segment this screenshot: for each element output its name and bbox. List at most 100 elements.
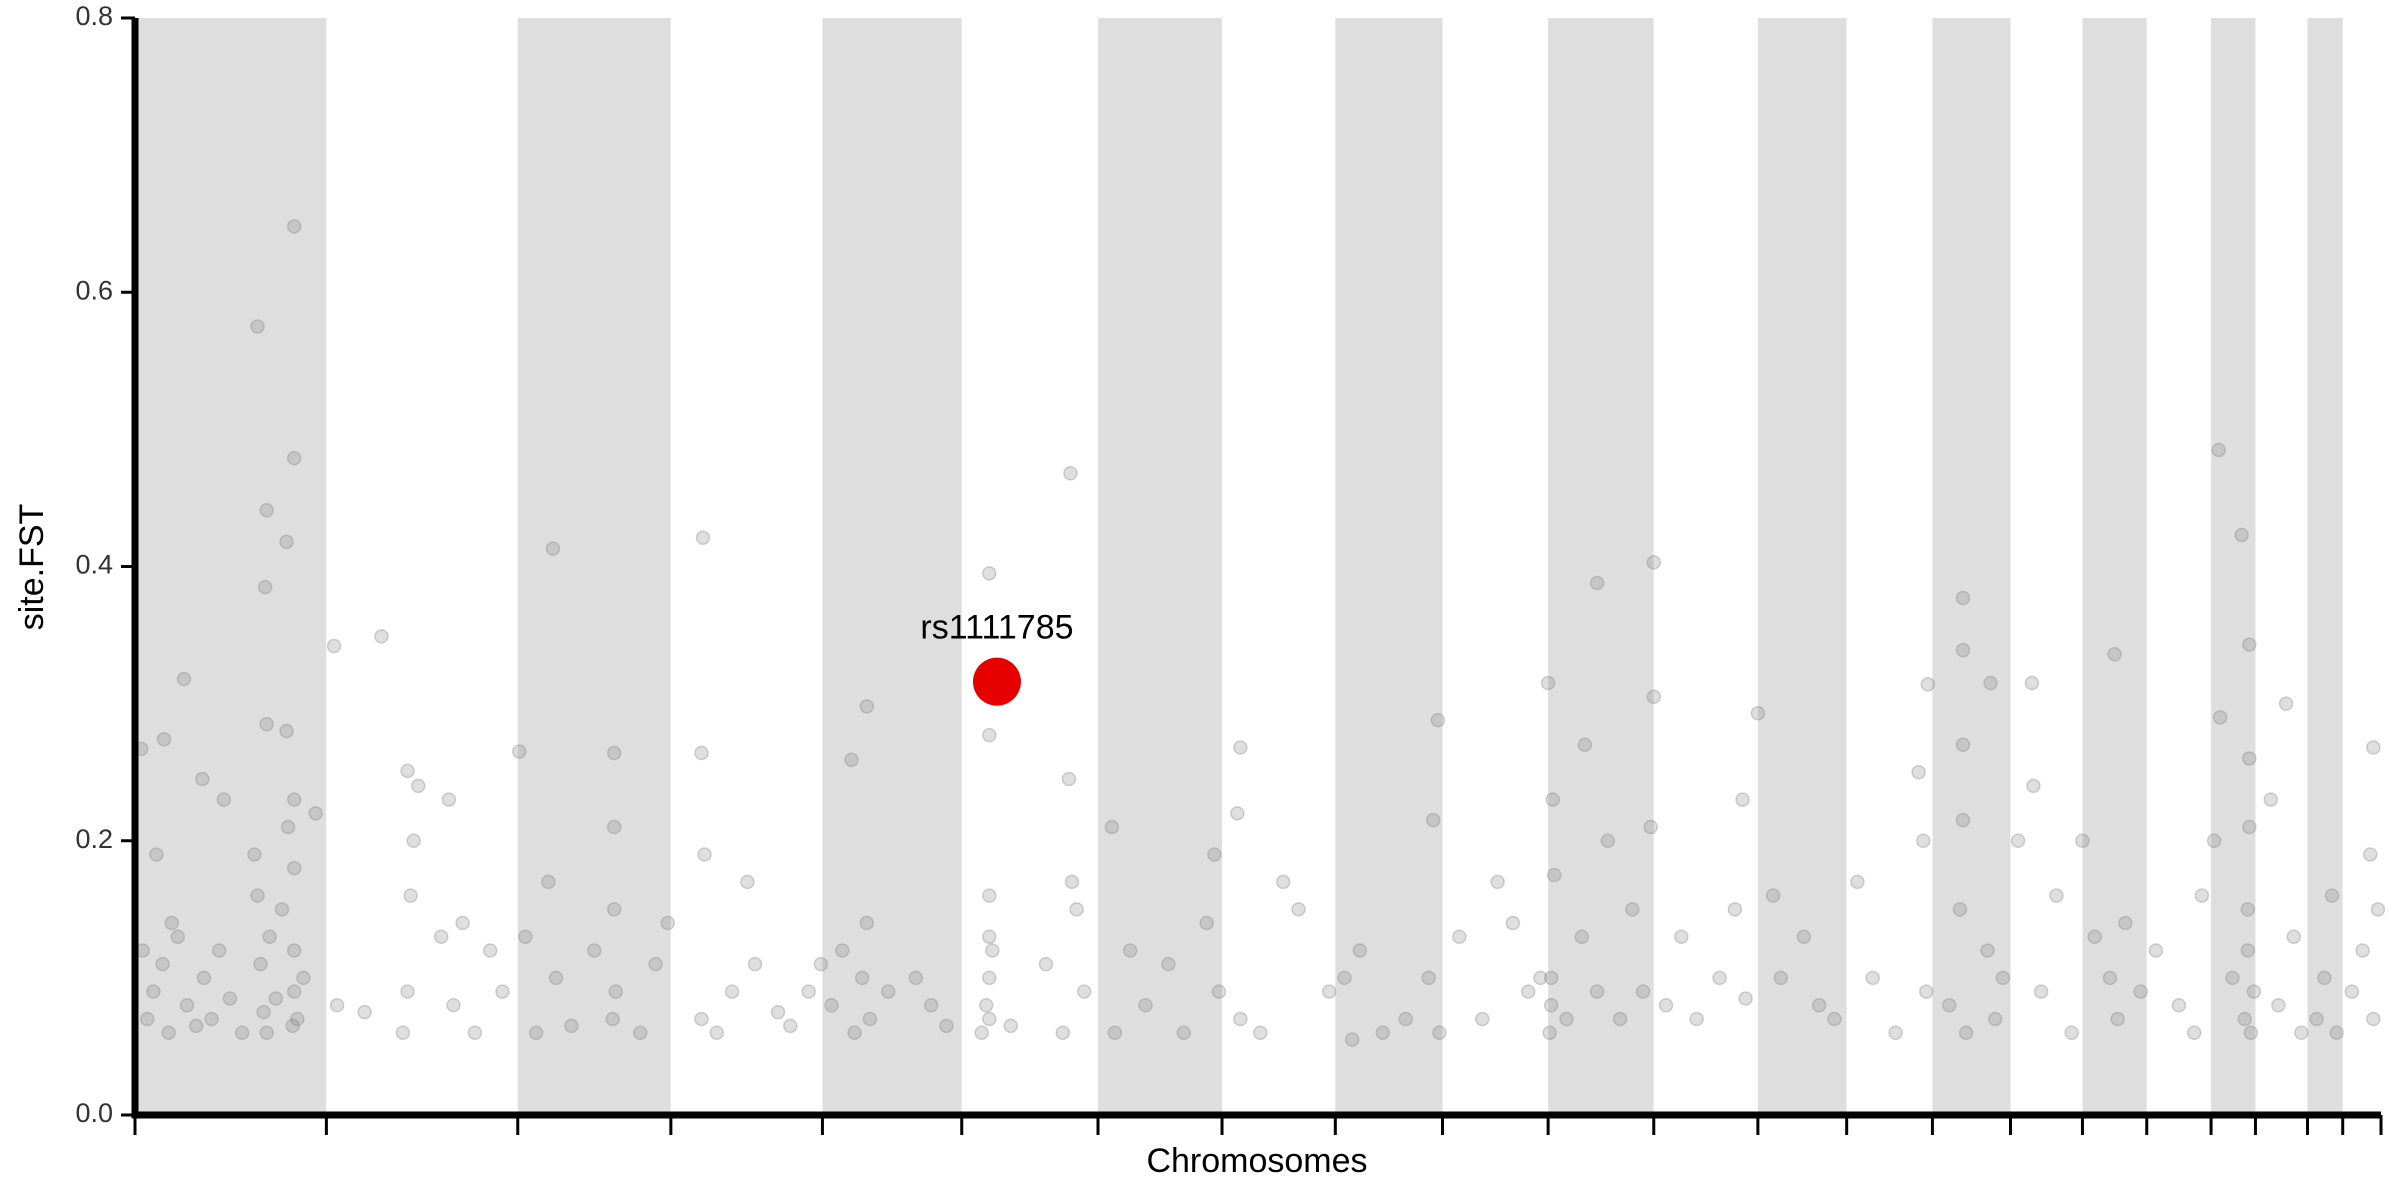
point [2370,902,2386,917]
point [1475,1011,1490,1027]
point [2329,1025,2344,1040]
chromosome-band [1757,18,1847,1115]
point [1063,466,1078,481]
point [308,806,323,821]
point [982,566,997,581]
point [1574,929,1590,944]
point [982,1011,997,1027]
point [605,1011,620,1027]
point [1061,771,1077,787]
point [1952,902,1968,917]
point [256,1004,271,1020]
point [1543,998,1559,1013]
point [881,984,896,999]
chromosome-band [822,18,962,1115]
point [2286,929,2301,944]
point [262,929,277,944]
point [1398,1011,1413,1027]
point [1375,1025,1391,1040]
point [2107,647,2122,662]
point [1735,792,1750,807]
y-tick-label: 0.2 [75,824,113,854]
point [222,991,238,1006]
point [329,998,345,1013]
point [1321,984,1337,999]
point [2363,847,2378,862]
point [1850,874,1865,890]
point [357,1004,372,1020]
point [1738,991,1753,1006]
point [286,984,302,999]
point [285,1018,300,1034]
point [1995,970,2011,986]
point [548,970,564,986]
point [455,915,470,931]
point [982,888,997,903]
point [1069,902,1084,917]
point [974,1025,989,1040]
point [2242,637,2257,652]
point [1727,902,1743,917]
point [978,998,994,1013]
point [1540,675,1556,691]
point [1796,929,1812,944]
point [528,1025,544,1040]
point [1138,998,1153,1013]
point [1919,984,1934,999]
point [1199,915,1214,931]
point [1547,867,1562,883]
point [1344,1032,1360,1047]
point [1559,1011,1574,1027]
point [982,970,997,986]
point [1625,902,1640,917]
point [709,1025,725,1040]
point [1646,555,1662,570]
point [1955,590,1971,606]
point [1712,970,1727,986]
point [1055,1025,1071,1040]
point [1920,677,1936,692]
chromosome-band [1442,18,1549,1115]
point [939,1018,954,1034]
point [1612,1011,1628,1027]
point [250,888,265,903]
point [694,745,709,761]
point [1432,1025,1447,1040]
chromosome-band [2010,18,2083,1115]
point [2118,915,2133,931]
point [286,450,302,466]
point [695,530,711,545]
point [247,847,262,862]
point [176,671,192,687]
chromosome-band [2146,18,2212,1115]
point [1543,970,1559,986]
point [161,1025,176,1040]
point [606,745,622,761]
chromosome-band [1222,18,1336,1115]
point [1276,874,1291,890]
chromosome-band [1932,18,2011,1115]
point [2010,833,2026,848]
point [1750,705,1766,721]
point [1865,970,1880,986]
point [196,970,212,986]
point [1646,689,1662,705]
point [587,943,602,958]
point [259,503,274,518]
point [1983,675,1998,691]
point [395,1025,411,1040]
point [1038,956,1054,972]
point [482,943,498,958]
point [2240,902,2256,917]
point [1161,956,1176,972]
point [234,1025,250,1040]
point [847,1025,862,1040]
point [2206,833,2222,848]
chromosome-band [670,18,823,1115]
point [606,819,622,835]
point [1430,712,1446,728]
point [512,744,527,759]
point [1253,1025,1268,1040]
point [606,902,622,917]
point [835,943,850,958]
